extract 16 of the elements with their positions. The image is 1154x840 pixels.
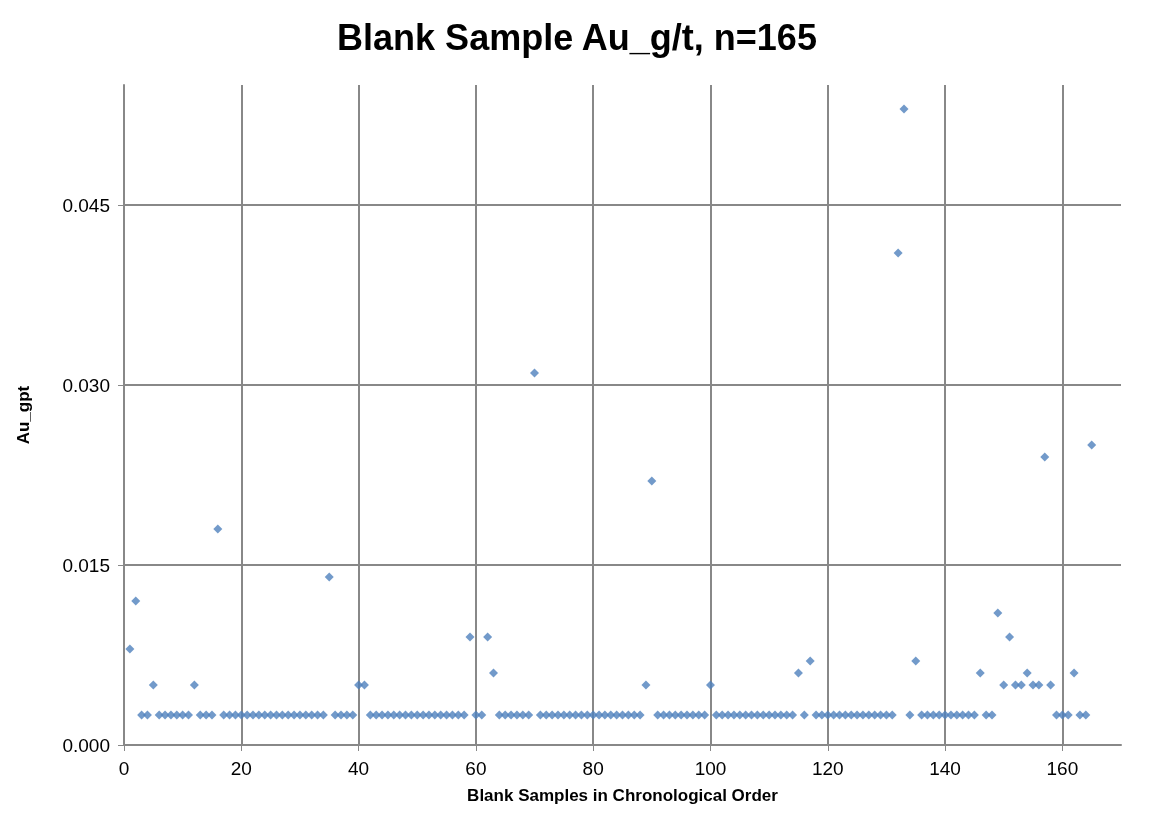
x-tick-label: 0 [118, 758, 130, 779]
x-tick-label: 100 [694, 758, 727, 779]
x-tick-label: 60 [465, 758, 487, 779]
y-tick-label: 0.045 [62, 194, 110, 216]
y-tick-label: 0.000 [62, 734, 110, 756]
y-tick-label: 0.015 [62, 554, 110, 576]
x-tick-label: 20 [230, 758, 252, 779]
y-axis-title: Au_gpt [14, 385, 33, 445]
x-tick-label: 80 [582, 758, 604, 779]
x-tick-label: 140 [929, 758, 961, 779]
x-axis-title: Blank Samples in Chronological Order [467, 786, 779, 805]
x-tick-label: 160 [1046, 758, 1079, 779]
y-tick-label: 0.030 [62, 374, 110, 396]
x-tick-label: 40 [348, 758, 370, 779]
x-tick-label: 120 [811, 758, 844, 779]
chart-title: Blank Sample Au_g/t, n=165 [337, 16, 817, 58]
